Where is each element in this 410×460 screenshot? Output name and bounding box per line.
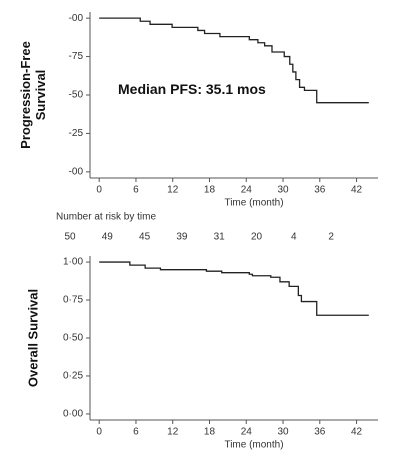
x-tick-label: 6 (133, 427, 139, 438)
y-tick-label: -00 (69, 166, 84, 177)
y-axis-label: Overall Survival (25, 289, 40, 387)
y-tick-label: -00 (69, 13, 84, 24)
x-axis-label: Time (month) (224, 440, 283, 451)
x-tick-label: 36 (314, 427, 326, 438)
risk-number: 4 (291, 232, 297, 243)
x-tick-label: 30 (277, 427, 289, 438)
risk-number: 20 (251, 232, 263, 243)
x-tick-label: 36 (314, 185, 326, 196)
x-tick-label: 24 (241, 427, 253, 438)
x-tick-label: 42 (351, 427, 363, 438)
y-axis-label: Survival (33, 70, 48, 121)
y-tick-label: -50 (69, 90, 84, 101)
x-tick-label: 24 (241, 185, 253, 196)
y-tick-label: 0·00 (63, 409, 83, 420)
risk-number: 31 (214, 232, 226, 243)
x-tick-label: 12 (167, 185, 179, 196)
risk-title: Number at risk by time (56, 212, 156, 223)
y-tick-label: 0·25 (63, 371, 83, 382)
x-tick-label: 42 (351, 185, 363, 196)
x-tick-label: 18 (204, 427, 216, 438)
y-tick-label: -25 (69, 128, 84, 139)
x-tick-label: 0 (96, 185, 102, 196)
risk-number: 39 (176, 232, 188, 243)
x-tick-label: 6 (133, 185, 139, 196)
risk-number: 50 (64, 232, 76, 243)
y-tick-label: 0·50 (63, 333, 83, 344)
x-tick-label: 30 (277, 185, 289, 196)
survival-curve (99, 17, 369, 104)
survival-curve (99, 261, 369, 316)
x-tick-label: 0 (96, 427, 102, 438)
annotation: Median PFS: 35.1 mos (118, 81, 266, 97)
risk-number: 45 (139, 232, 151, 243)
x-axis-label: Time (month) (224, 198, 283, 209)
risk-number: 2 (328, 232, 334, 243)
y-tick-label: 0·75 (63, 295, 83, 306)
x-tick-label: 18 (204, 185, 216, 196)
y-tick-label: 1·00 (63, 257, 83, 268)
risk-number: 49 (102, 232, 114, 243)
y-tick-label: -75 (69, 51, 84, 62)
x-tick-label: 12 (167, 427, 179, 438)
y-axis-label: Progression-Free (18, 41, 33, 149)
